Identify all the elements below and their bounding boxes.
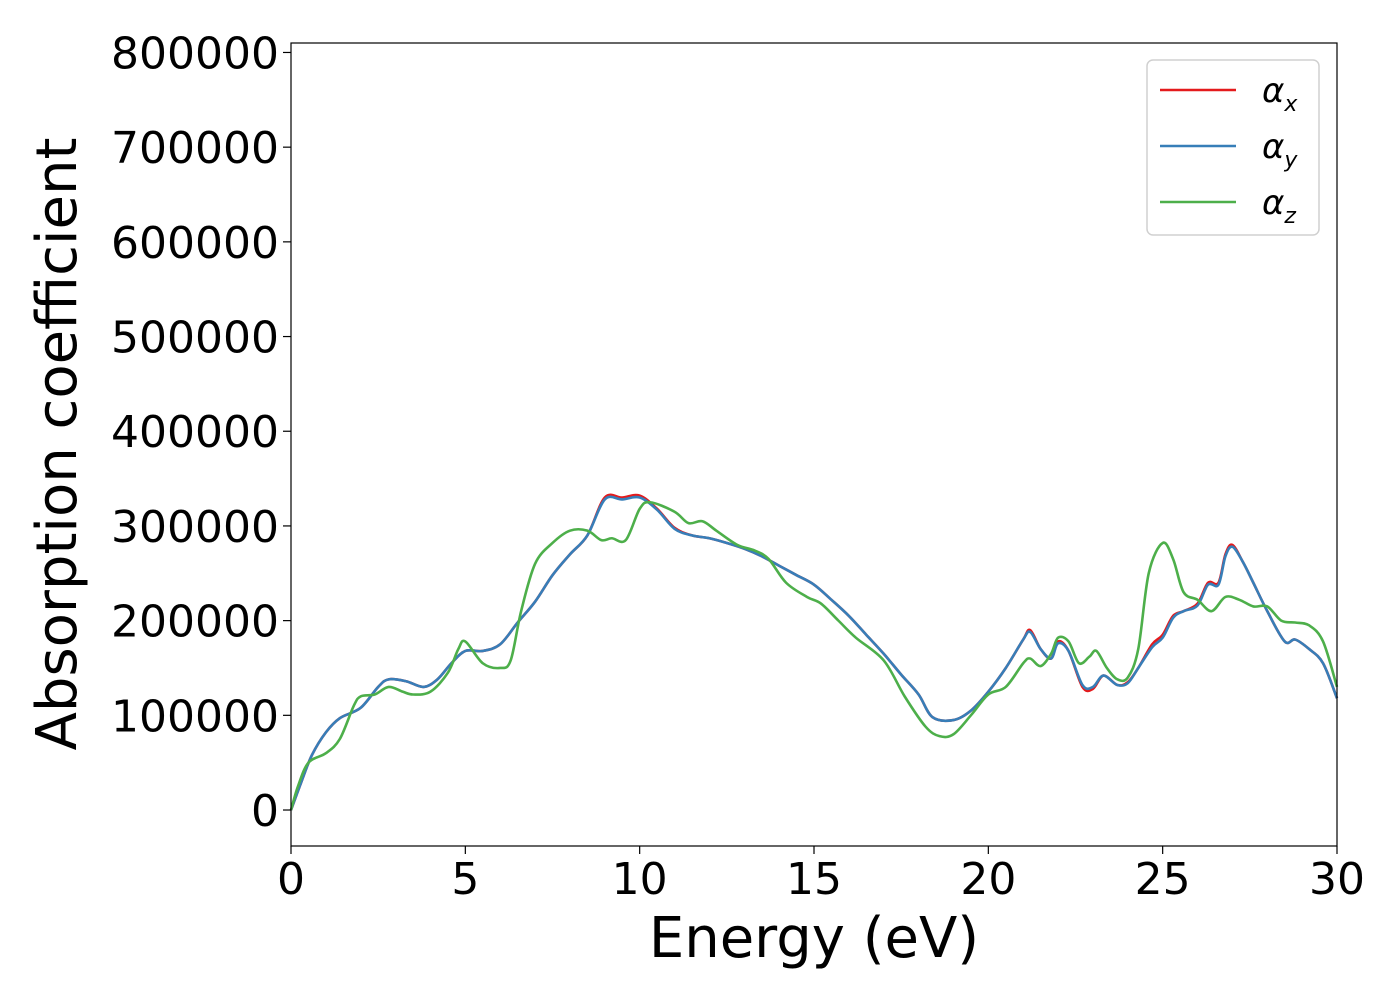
- series-line-z: [289, 500, 1339, 811]
- legend-label-y: αy: [1262, 127, 1298, 173]
- y-tick-label: 700000: [111, 123, 279, 174]
- x-tick-label: 5: [451, 854, 479, 905]
- y-tick-label: 300000: [111, 502, 279, 553]
- x-tick-label: 25: [1135, 854, 1191, 905]
- legend-label-z: αz: [1262, 183, 1296, 229]
- legend: αx αy αz: [1146, 59, 1320, 236]
- y-axis-label: Absorption coefficient: [25, 138, 90, 751]
- series-line-y: [289, 495, 1339, 811]
- x-axis-label: Energy (eV): [649, 906, 979, 971]
- x-tick-label: 15: [786, 854, 842, 905]
- series-layer: [289, 493, 1339, 811]
- legend-label-x: αx: [1262, 71, 1298, 117]
- y-axis: 0 100000 200000 300000 400000 500000 600000 700…: [111, 28, 291, 837]
- y-tick-label: 600000: [111, 218, 279, 269]
- y-tick-label: 800000: [111, 28, 279, 79]
- x-tick-label: 0: [277, 854, 305, 905]
- y-tick-label: 400000: [111, 407, 279, 458]
- y-tick-label: 100000: [111, 691, 279, 742]
- x-axis: 0 5 10 15 20 25 30: [277, 846, 1365, 905]
- y-tick-label: 0: [251, 786, 279, 837]
- x-tick-label: 20: [960, 854, 1016, 905]
- x-tick-label: 30: [1309, 854, 1365, 905]
- y-tick-label: 500000: [111, 313, 279, 364]
- x-tick-label: 10: [612, 854, 668, 905]
- legend-box: [1146, 59, 1320, 236]
- y-tick-label: 200000: [111, 597, 279, 648]
